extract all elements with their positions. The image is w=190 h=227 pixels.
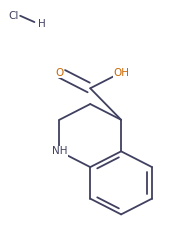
Text: H: H bbox=[38, 19, 46, 29]
Text: NH: NH bbox=[52, 146, 67, 156]
Text: OH: OH bbox=[113, 67, 129, 77]
Text: Cl: Cl bbox=[8, 11, 19, 21]
Text: O: O bbox=[55, 67, 63, 77]
